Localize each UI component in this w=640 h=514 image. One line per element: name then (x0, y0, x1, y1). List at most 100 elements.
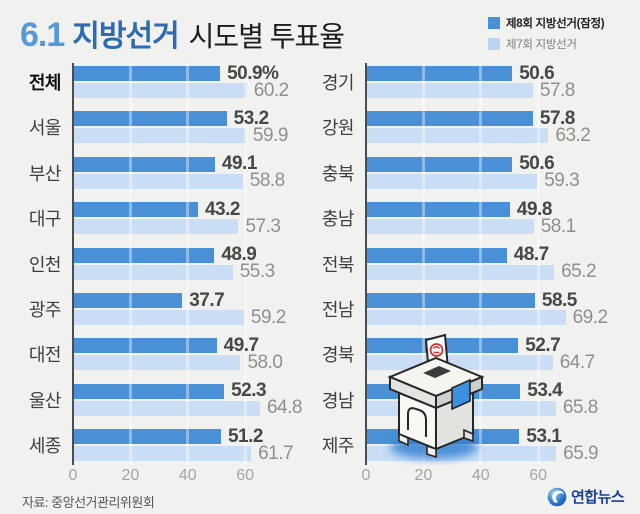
region-label: 전북 (321, 254, 355, 275)
bar-7th-election (367, 219, 534, 235)
region-label: 부산 (28, 163, 62, 184)
value-7th-election: 65.8 (562, 397, 598, 419)
axis-tick-label: 60 (236, 467, 255, 484)
gridline-20 (128, 63, 132, 465)
value-7th-election: 59.3 (544, 170, 580, 192)
bar-7th-election (367, 128, 549, 144)
region-label: 인천 (28, 254, 62, 275)
bar-7th-election (367, 310, 566, 325)
gridline-60 (243, 63, 247, 465)
value-8th-election: 50.6 (519, 62, 555, 84)
value-7th-election: 57.3 (245, 215, 281, 237)
chart-panel-right: 0 20 40 60 경기 50.6 57.8 강원 57.8 63.2 충북 50.6 59.3 충남 4… (293, 58, 640, 508)
ballot-blue-tag (451, 378, 471, 411)
yonhap-logo-icon (547, 487, 567, 506)
title-subject: 시도별 투표율 (188, 21, 345, 52)
value-8th-election: 49.8 (516, 198, 552, 220)
value-8th-election: 58.5 (541, 289, 577, 311)
region-label: 전체 (28, 73, 62, 93)
region-label: 제주 (321, 436, 355, 457)
value-7th-election: 63.2 (555, 124, 591, 146)
yonhap-logo: 연합뉴스 (547, 486, 625, 507)
axis-tick-label: 0 (68, 467, 78, 484)
value-8th-election: 57.8 (539, 107, 575, 129)
value-7th-election: 65.2 (561, 261, 597, 283)
region-label: 강원 (321, 118, 355, 139)
gridline-40 (186, 63, 190, 465)
value-7th-election: 58.0 (247, 351, 283, 373)
bar-7th-election (74, 128, 246, 144)
legend-item-8th: 제8회 지방선거(잠정) (488, 15, 605, 31)
axis-tick-label: 40 (471, 467, 490, 484)
region-label: 경북 (321, 345, 355, 366)
value-7th-election: 61.7 (258, 442, 294, 464)
bar-8th-election (74, 111, 227, 127)
value-8th-election: 52.7 (525, 334, 561, 356)
gridline-60 (536, 63, 540, 465)
bar-8th-election (74, 66, 221, 81)
bar-7th-election (74, 173, 243, 189)
bar-7th-election (74, 219, 239, 235)
value-8th-election: 52.3 (231, 380, 267, 402)
value-8th-election: 50.6 (519, 153, 555, 175)
region-label: 충북 (321, 163, 355, 184)
value-7th-election: 65.9 (563, 442, 599, 464)
y-axis-line (72, 63, 74, 465)
bar-8th-election (367, 247, 507, 263)
axis-tick-label: 60 (529, 467, 548, 484)
bar-8th-election (74, 338, 217, 354)
bar-8th-election (367, 111, 533, 127)
title-date: 6.1 (20, 16, 65, 54)
bar-8th-election (367, 156, 513, 172)
bar-8th-election (367, 202, 510, 218)
gridline-40 (479, 63, 483, 465)
bar-7th-election (74, 355, 241, 371)
y-axis-line (365, 63, 367, 465)
title-brand: 지방선거 (72, 20, 179, 53)
value-8th-election: 48.7 (513, 244, 549, 266)
bar-8th-election (74, 383, 225, 399)
bar-8th-election (367, 66, 513, 81)
region-label: 광주 (28, 300, 62, 320)
source-credit: 자료: 중앙선거관리위원회 (22, 495, 155, 510)
legend-label-7th: 제7회 지방선거 (506, 39, 577, 51)
bar-7th-election (367, 264, 555, 280)
value-8th-election: 50.9% (227, 62, 279, 84)
bar-7th-election (74, 446, 252, 462)
legend: 제8회 지방선거(잠정) 제7회 지방선거 (488, 15, 605, 57)
value-8th-election: 37.7 (189, 289, 225, 311)
chart-panel-left: 0 20 40 60 전체 50.9% 60.2 서울 53.2 59.9 부산 49.1 58.8 대구… (0, 58, 320, 508)
value-8th-election: 53.1 (526, 425, 562, 447)
bar-7th-election (367, 173, 538, 189)
value-8th-election: 51.2 (227, 425, 263, 447)
ballot-box-illustration (387, 333, 485, 459)
value-7th-election: 60.2 (253, 79, 289, 101)
bar-7th-election (74, 310, 244, 325)
bar-7th-election (74, 264, 233, 280)
bar-8th-election (74, 247, 215, 263)
value-7th-election: 58.1 (540, 215, 576, 237)
axis-tick-label: 20 (121, 467, 140, 484)
bar-8th-election (74, 156, 215, 172)
region-label: 경기 (321, 73, 355, 93)
region-label: 세종 (28, 436, 62, 457)
bar-7th-election (74, 83, 247, 98)
value-8th-election: 53.4 (527, 380, 563, 402)
value-8th-election: 43.2 (204, 198, 240, 220)
legend-swatch-light (488, 38, 500, 50)
value-7th-election: 64.7 (559, 351, 595, 373)
bar-8th-election (74, 202, 198, 218)
region-label: 대전 (28, 345, 62, 366)
region-label: 전남 (321, 300, 355, 320)
legend-item-7th: 제7회 지방선거 (488, 36, 604, 52)
value-8th-election: 49.1 (221, 153, 257, 175)
legend-label-8th: 제8회 지방선거(잠정) (506, 18, 605, 30)
region-label: 서울 (28, 118, 62, 139)
value-7th-election: 59.9 (252, 124, 288, 146)
legend-swatch-dark (488, 17, 500, 29)
axis-tick-label: 20 (414, 467, 433, 484)
value-8th-election: 49.7 (223, 334, 259, 356)
gridline-20 (421, 63, 425, 465)
region-label: 경남 (321, 390, 355, 411)
value-8th-election: 48.9 (221, 244, 257, 266)
